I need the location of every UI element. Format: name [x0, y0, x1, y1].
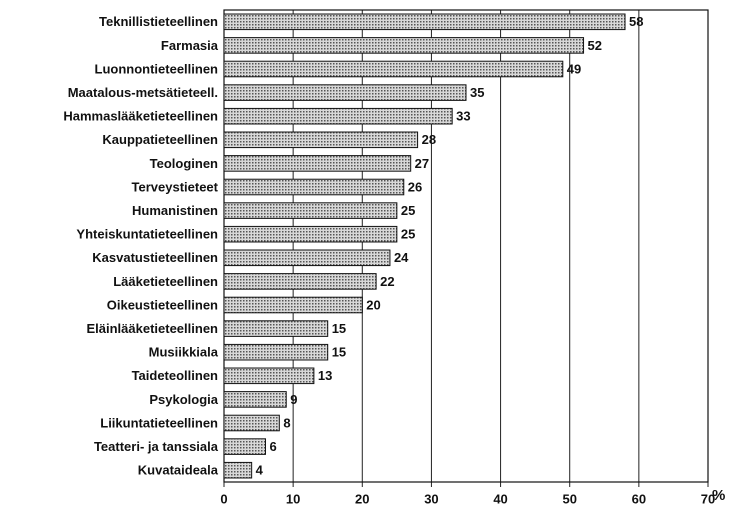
bar: [223, 343, 329, 361]
x-tick-label: 20: [355, 491, 369, 506]
y-tick-label: Luonnontieteellinen: [95, 61, 219, 76]
x-tick-label: 50: [562, 491, 576, 506]
y-tick-label: Yhteiskuntatieteellinen: [76, 227, 218, 242]
y-tick-label: Musiikkiala: [149, 345, 219, 360]
data-label: 15: [332, 345, 346, 360]
data-label: 15: [332, 321, 346, 336]
bar: [223, 414, 280, 432]
data-label: 22: [380, 274, 394, 289]
y-tick-label: Kauppatieteellinen: [102, 132, 218, 147]
data-label: 25: [401, 227, 415, 242]
data-label: 33: [456, 109, 470, 124]
bar: [223, 155, 412, 172]
bar: [223, 461, 253, 479]
data-label: 27: [415, 156, 429, 171]
data-label: 9: [290, 392, 297, 407]
y-tick-label: Maatalous-metsätieteell.: [68, 85, 218, 100]
bar: [223, 225, 398, 243]
data-label: 8: [283, 415, 290, 430]
bar: [223, 178, 405, 196]
bar: [223, 249, 391, 267]
x-tick-label: 40: [493, 491, 507, 506]
bar: [223, 296, 363, 314]
y-tick-label: Kasvatustieteellinen: [92, 250, 218, 265]
data-label: 25: [401, 203, 415, 218]
bar: [223, 60, 564, 78]
plot-frame: [223, 9, 709, 483]
y-tick-label: Farmasia: [161, 38, 219, 53]
bar: [223, 13, 626, 31]
x-tick-label: 10: [286, 491, 300, 506]
data-label: 13: [318, 368, 332, 383]
bar: [223, 367, 315, 385]
data-label: 6: [269, 439, 276, 454]
y-tick-label: Hammaslääketieteellinen: [63, 109, 218, 124]
bar: [223, 320, 329, 337]
data-label: 4: [256, 463, 264, 478]
data-label: 20: [366, 297, 380, 312]
x-tick-label: 30: [424, 491, 438, 506]
bar: [223, 131, 419, 149]
y-tick-label: Teatteri- ja tanssiala: [94, 439, 219, 454]
y-tick-label: Teologinen: [150, 156, 218, 171]
data-label: 26: [408, 179, 422, 194]
bar: [223, 202, 398, 219]
y-tick-label: Humanistinen: [132, 203, 218, 218]
bar: [223, 107, 453, 125]
data-label: 52: [588, 38, 602, 53]
bar: [223, 438, 266, 455]
y-tick-label: Liikuntatieteellinen: [100, 415, 218, 430]
x-tick-label: 0: [220, 491, 227, 506]
x-tick-label: 60: [632, 491, 646, 506]
data-label: 58: [629, 14, 643, 29]
y-tick-label: Lääketieteellinen: [113, 274, 218, 289]
y-tick-label: Eläinlääketieteellinen: [86, 321, 218, 336]
y-tick-label: Kuvataideala: [138, 463, 219, 478]
bar: [223, 273, 377, 290]
data-label: 28: [422, 132, 436, 147]
bar: [223, 84, 467, 101]
y-tick-label: Psykologia: [149, 392, 218, 407]
x-tick-label: 70: [701, 491, 715, 506]
bar: [223, 391, 287, 408]
data-label: 24: [394, 250, 409, 265]
data-label: 49: [567, 61, 581, 76]
y-tick-label: Terveystieteet: [132, 179, 219, 194]
x-axis-label: %: [712, 487, 725, 504]
y-tick-label: Taideteollinen: [132, 368, 218, 383]
bar: [223, 37, 585, 54]
data-label: 35: [470, 85, 484, 100]
y-tick-label: Oikeustieteellinen: [107, 297, 218, 312]
y-tick-label: Teknillistieteellinen: [99, 14, 218, 29]
